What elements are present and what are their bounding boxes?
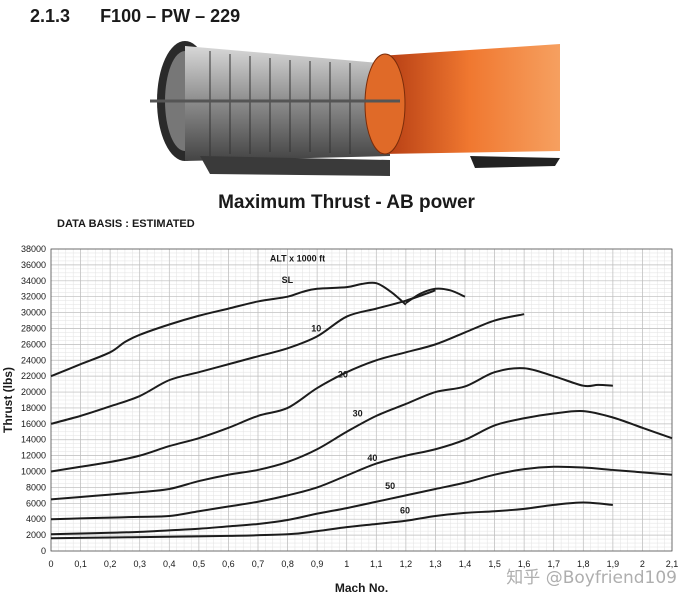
series-line-10 <box>50 289 436 425</box>
x-tick-label: 0 <box>48 559 53 569</box>
y-tick-label: 6000 <box>26 498 46 508</box>
series-label-20: 20 <box>338 370 348 380</box>
series-line-30 <box>50 367 613 501</box>
y-tick-label: 4000 <box>26 514 46 524</box>
chart-title: Maximum Thrust - AB power <box>218 192 475 213</box>
series-label-SL: SL <box>282 275 294 285</box>
plot-frame <box>50 248 673 552</box>
y-tick-label: 30000 <box>21 308 46 318</box>
legend-title: ALT x 1000 ft <box>270 254 325 264</box>
y-tick-label: 22000 <box>21 371 46 381</box>
chart-series <box>50 281 673 540</box>
series-line-20 <box>50 313 525 473</box>
x-tick-label: 0,2 <box>104 559 117 569</box>
y-tick-label: 8000 <box>26 482 46 492</box>
x-axis-label: Mach No. <box>335 581 388 595</box>
series-label-10: 10 <box>311 324 321 334</box>
chart-axes: 0 0,1 0,2 0,3 0,4 0,5 0,6 0,7 0,8 0,9 1 1,1 1,2 1,3 1,… <box>21 244 678 569</box>
y-tick-label: 2000 <box>26 530 46 540</box>
y-tick-label: 28000 <box>21 323 46 333</box>
y-tick-label: 38000 <box>21 244 46 254</box>
engine-name: F100 – PW – 229 <box>100 6 241 26</box>
series-label-40: 40 <box>367 453 377 463</box>
y-tick-label: 20000 <box>21 387 46 397</box>
y-axis-label: Thrust (lbs) <box>1 367 15 433</box>
engine-cutaway-illustration <box>150 41 560 176</box>
y-tick-label: 26000 <box>21 339 46 349</box>
series-line-60 <box>50 501 613 540</box>
x-tick-label: 1,8 <box>577 559 590 569</box>
series-line-SL_segment <box>405 287 466 304</box>
x-tick-label: 0,4 <box>163 559 176 569</box>
series-line-50 <box>50 465 673 536</box>
x-tick-label: 2 <box>640 559 645 569</box>
x-tick-label: 0,3 <box>133 559 146 569</box>
x-tick-label: 2,1 <box>666 559 679 569</box>
y-tick-label: 24000 <box>21 355 46 365</box>
x-tick-label: 1,4 <box>459 559 472 569</box>
watermark: 知乎 @Boyfriend109 <box>506 568 677 588</box>
x-tick-label: 1,2 <box>400 559 413 569</box>
x-tick-label: 1,6 <box>518 559 531 569</box>
series-label-60: 60 <box>400 506 410 516</box>
series-label-50: 50 <box>385 481 395 491</box>
y-tick-label: 14000 <box>21 435 46 445</box>
x-tick-label: 1,1 <box>370 559 383 569</box>
y-tick-label: 10000 <box>21 467 46 477</box>
series-label-30: 30 <box>353 409 363 419</box>
x-tick-label: 0,6 <box>222 559 235 569</box>
x-tick-label: 1,5 <box>488 559 501 569</box>
x-tick-label: 1,9 <box>607 559 620 569</box>
y-tick-label: 18000 <box>21 403 46 413</box>
y-tick-label: 34000 <box>21 276 46 286</box>
x-tick-label: 0,9 <box>311 559 324 569</box>
y-tick-label: 12000 <box>21 451 46 461</box>
x-tick-label: 1,7 <box>547 559 560 569</box>
x-tick-label: 0,1 <box>74 559 87 569</box>
x-tick-label: 0,7 <box>252 559 265 569</box>
data-basis-note: DATA BASIS : ESTIMATED <box>57 218 195 230</box>
x-tick-label: 0,5 <box>193 559 206 569</box>
y-tick-label: 36000 <box>21 260 46 270</box>
y-tick-label: 0 <box>41 546 46 556</box>
y-tick-label: 32000 <box>21 292 46 302</box>
x-tick-label: 1,3 <box>429 559 442 569</box>
series-line-40 <box>50 409 673 521</box>
x-tick-label: 0,8 <box>281 559 294 569</box>
x-tick-label: 1 <box>344 559 349 569</box>
section-number: 2.1.3 <box>30 6 71 26</box>
section-heading: 2.1.3 F100 – PW – 229 <box>30 6 240 27</box>
y-tick-label: 16000 <box>21 419 46 429</box>
series-line-SL <box>50 281 407 378</box>
chart-labels: SL 10 20 30 40 50 60 <box>282 275 410 515</box>
